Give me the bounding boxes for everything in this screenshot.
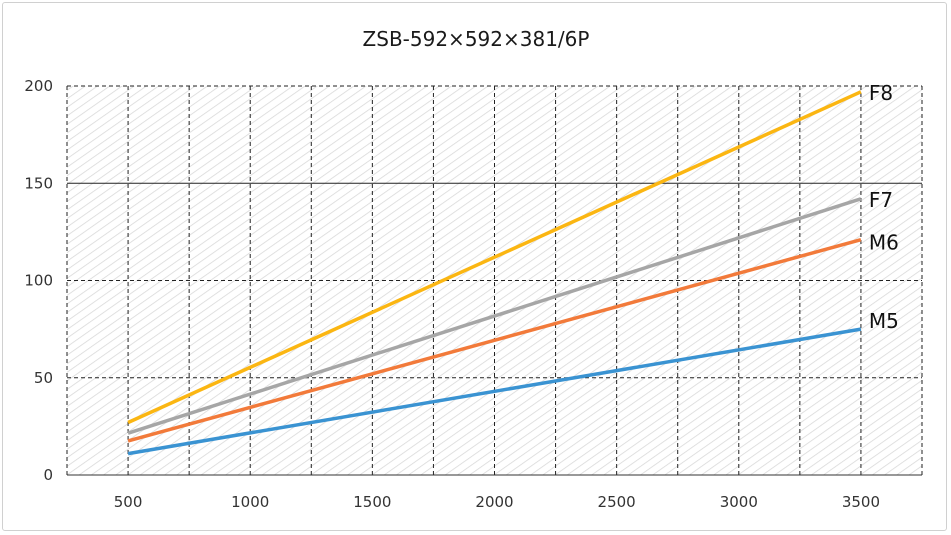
- x-axis-ticks: 500 1000 1500 2000 2500 3000 3500: [114, 493, 880, 511]
- series-label-f8: F8: [869, 81, 893, 105]
- y-tick-label: 150: [24, 174, 53, 192]
- x-tick-label: 2500: [598, 493, 636, 511]
- x-tick-label: 3500: [842, 493, 880, 511]
- series-label-f7: F7: [869, 188, 893, 212]
- series-label-m6: M6: [869, 231, 899, 255]
- x-tick-label: 3000: [720, 493, 758, 511]
- y-axis-ticks: 0 50 100 150 200: [24, 77, 53, 484]
- chart-title: ZSB-592×592×381/6P: [363, 27, 590, 51]
- x-tick-label: 500: [114, 493, 143, 511]
- x-tick-label: 2000: [475, 493, 513, 511]
- series-lines: [127, 90, 862, 456]
- y-tick-label: 0: [43, 466, 53, 484]
- x-tick-label: 1500: [353, 493, 391, 511]
- y-tick-label: 50: [34, 369, 53, 387]
- x-tick-label: 1000: [231, 493, 269, 511]
- y-tick-label: 200: [24, 77, 53, 95]
- y-tick-label: 100: [24, 272, 53, 290]
- series-line-f8: [127, 90, 862, 425]
- series-line-m6: [127, 237, 862, 443]
- series-label-m5: M5: [869, 309, 899, 333]
- grid-lines: [66, 85, 923, 476]
- series-line-f7: [127, 197, 862, 435]
- series-line-m5: [127, 327, 862, 456]
- series-labels: M5 M6 F7 F8: [869, 81, 899, 333]
